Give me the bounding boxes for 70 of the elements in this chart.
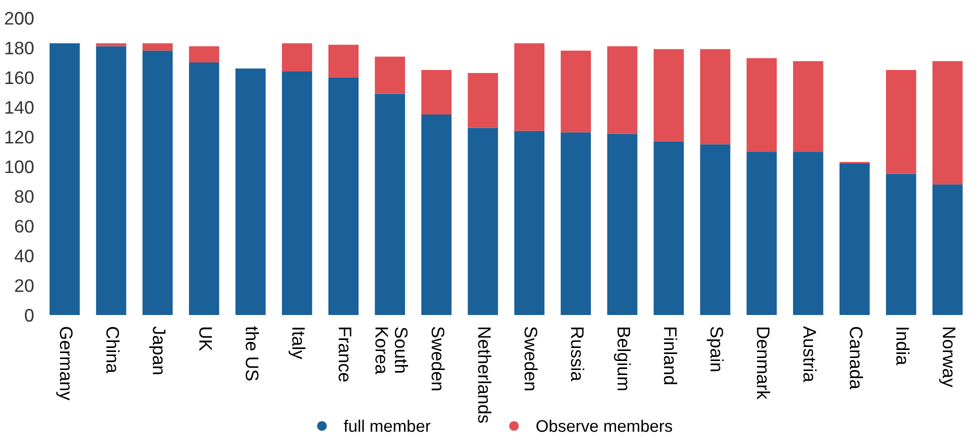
x-tick-label: Belgium [614, 328, 631, 390]
bar [932, 184, 963, 315]
bar [282, 71, 312, 315]
bar [560, 50, 591, 132]
x-tick-label: Finland [664, 328, 678, 384]
y-tick-label: 120 [6, 130, 34, 144]
bar [328, 44, 359, 78]
x-tick-label: Denmark [756, 328, 770, 400]
bar [700, 144, 730, 315]
legend-label: Observe members [536, 420, 672, 432]
y-tick-label: 60 [15, 220, 34, 233]
x-tick-label: France [338, 328, 352, 382]
y-tick-label: 0 [24, 308, 34, 322]
x-tick-label: Russia [570, 328, 584, 382]
bar [560, 132, 591, 315]
bar [235, 68, 266, 315]
legend-label: full member [344, 420, 430, 432]
bar [793, 152, 824, 315]
y-tick-label: 40 [14, 250, 34, 262]
bar [468, 128, 498, 315]
bar [142, 43, 173, 51]
y-tick-label: 160 [6, 71, 34, 84]
bar [514, 130, 544, 315]
y-tick-label: 80 [14, 190, 34, 203]
bar [607, 46, 638, 134]
bar [932, 61, 963, 184]
x-tick-label: UK [199, 328, 212, 351]
x-tick-label: Canada [850, 327, 864, 390]
bar [700, 49, 730, 144]
bar [328, 77, 359, 315]
bar [886, 174, 916, 315]
x-tick-label: Spain [706, 326, 724, 372]
bar [607, 134, 638, 315]
x-tick-label: Sweden [524, 326, 538, 390]
bar [514, 43, 544, 131]
bar [142, 50, 173, 315]
x-tick-label: Japan [149, 326, 166, 374]
y-tick-label: 140 [6, 101, 34, 114]
bar [746, 58, 777, 152]
bar [188, 46, 220, 63]
bar [50, 43, 80, 315]
y-tick-label: 20 [15, 279, 34, 292]
x-tick-label: Austria [803, 326, 817, 382]
bar [793, 61, 824, 152]
y-tick-label: 180 [6, 42, 34, 54]
x-tick-label: South Korea [375, 327, 408, 374]
y-tick-label: 200 [5, 12, 34, 25]
bar [421, 70, 452, 115]
bar [746, 152, 777, 315]
bar [188, 62, 220, 315]
x-tick-label: Italy [288, 328, 306, 360]
bar [840, 164, 870, 315]
x-tick-label: Norway [939, 328, 956, 388]
bar [96, 43, 126, 46]
bar [468, 72, 498, 128]
bar [374, 56, 406, 94]
x-tick-label: Germany [56, 327, 73, 400]
x-tick-label: Netherlands [478, 328, 492, 423]
bar [654, 141, 684, 315]
y-tick-label: 100 [6, 160, 34, 174]
x-tick-label: India [896, 328, 910, 366]
bar [282, 43, 312, 72]
x-tick-label: the US [246, 326, 259, 380]
bar [374, 94, 406, 315]
bar [421, 114, 452, 315]
bar [96, 46, 126, 315]
x-tick-label: Sweden [432, 326, 445, 390]
bar [886, 70, 916, 174]
bar [654, 49, 684, 142]
x-tick-label: China [106, 327, 120, 374]
